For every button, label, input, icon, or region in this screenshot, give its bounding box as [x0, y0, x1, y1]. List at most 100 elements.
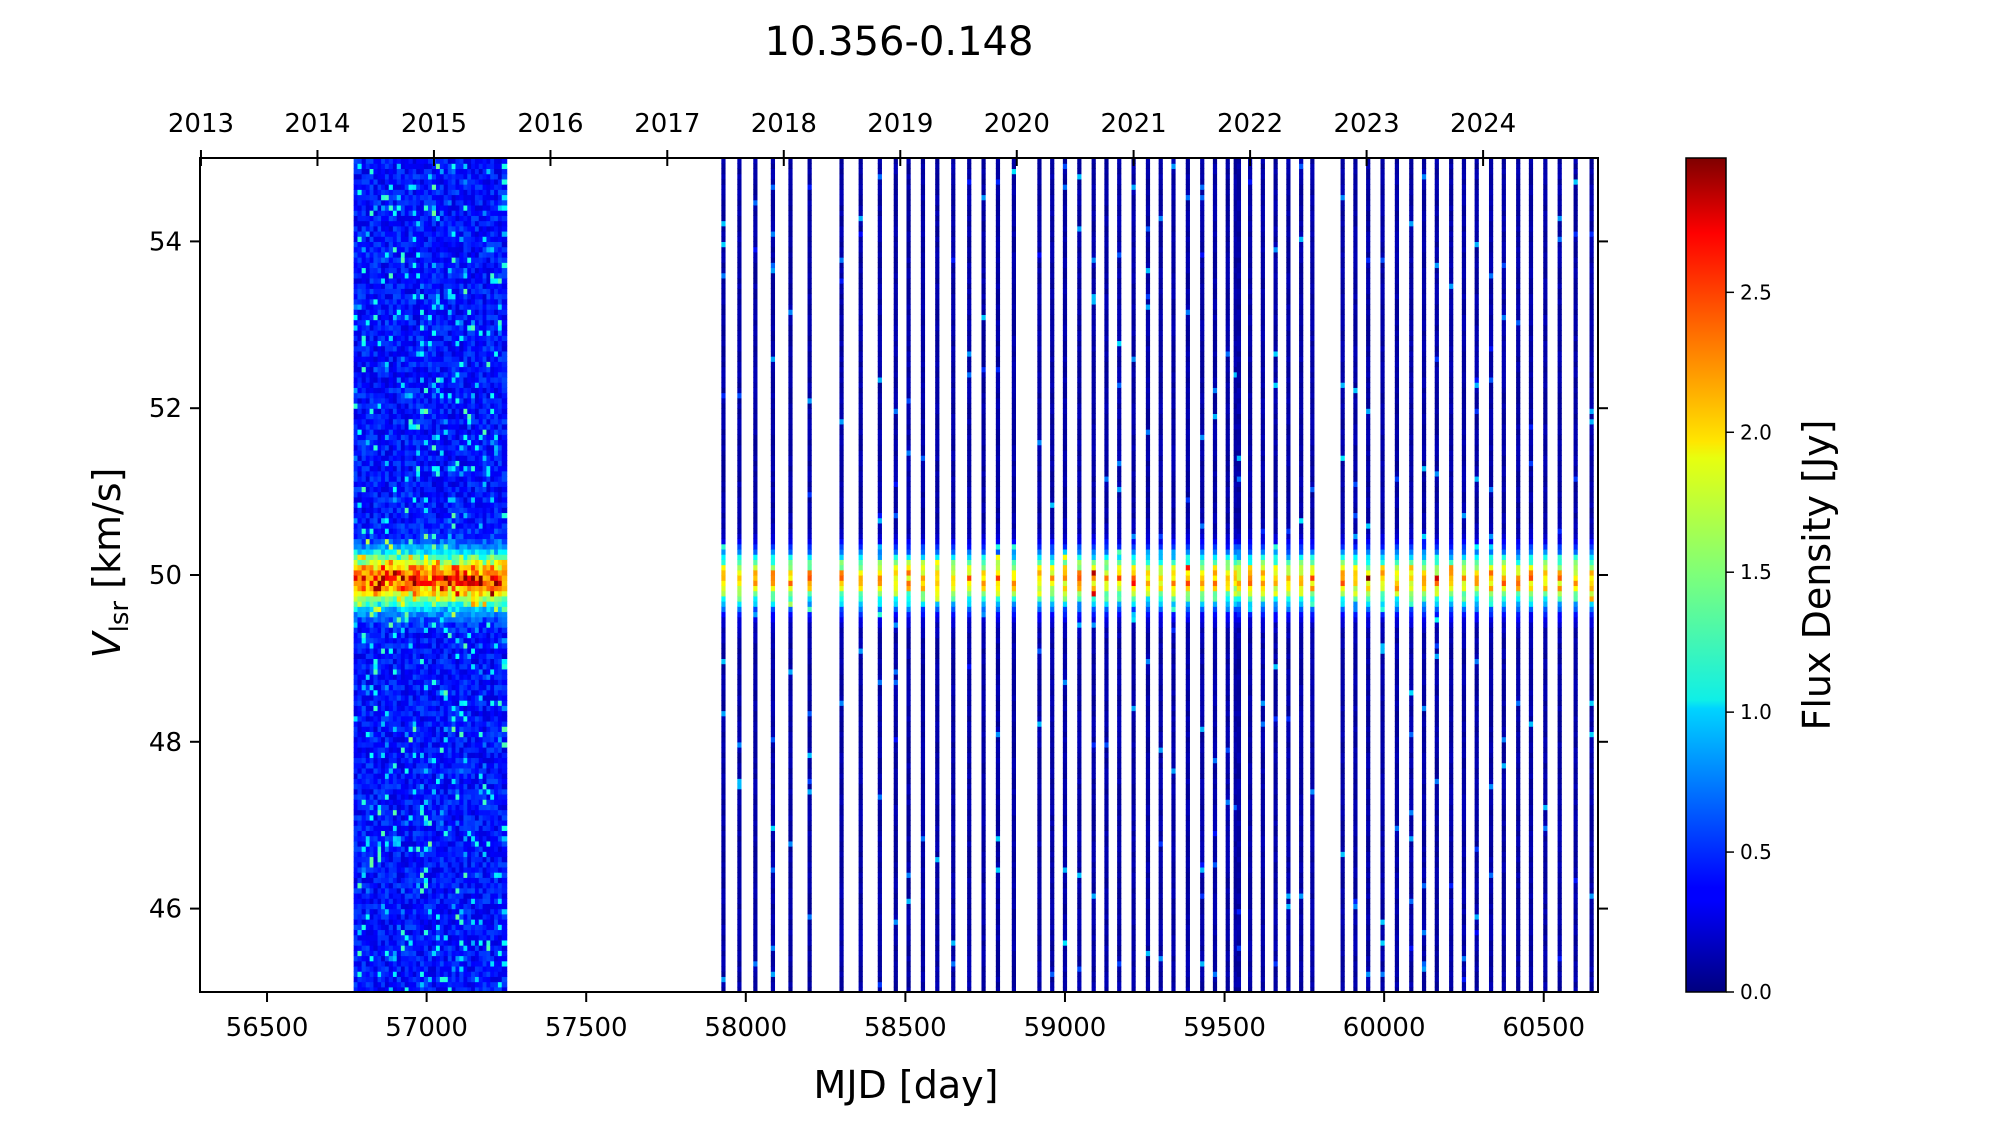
heatmap-cell: [357, 700, 363, 706]
heatmap-cell: [365, 402, 372, 409]
heatmap-cell: [384, 387, 391, 394]
heatmap-cell: [365, 694, 372, 701]
heatmap-cell: [361, 955, 368, 962]
heatmap-cell: [373, 382, 379, 388]
heatmap-cell: [381, 387, 387, 394]
heatmap-cell: [384, 637, 391, 644]
heatmap-cell: [361, 585, 368, 592]
heatmap-cell: [357, 444, 363, 451]
heatmap-cell: [369, 564, 376, 571]
heatmap-cell: [369, 872, 376, 878]
heatmap-cell: [373, 330, 379, 336]
heatmap-cell: [361, 668, 368, 675]
heatmap-cell: [365, 194, 372, 201]
heatmap-cell: [369, 960, 376, 967]
heatmap-cell: [365, 246, 372, 253]
heatmap-cell: [357, 517, 363, 524]
heatmap-cell: [377, 455, 384, 461]
heatmap-cell: [353, 814, 360, 821]
heatmap-cell: [365, 449, 372, 456]
heatmap-cell: [384, 773, 391, 779]
heatmap-cell: [381, 559, 387, 566]
heatmap-cell: [353, 335, 360, 342]
heatmap-cell: [357, 668, 363, 675]
heatmap-cell: [361, 528, 368, 534]
heatmap-cell: [377, 288, 384, 295]
heatmap-cell: [353, 158, 360, 164]
heatmap-cell: [373, 543, 379, 550]
heatmap-cell: [377, 856, 384, 863]
heatmap-cell: [384, 470, 391, 477]
heatmap-cell: [388, 189, 395, 196]
heatmap-cell: [388, 173, 395, 180]
heatmap-cell: [377, 976, 384, 983]
heatmap-cell: [388, 319, 395, 326]
heatmap-cell: [353, 642, 360, 649]
heatmap-cell: [353, 788, 360, 795]
heatmap-cell: [353, 736, 360, 743]
heatmap-cell: [369, 361, 376, 368]
heatmap-cell: [361, 204, 368, 211]
heatmap-cell: [365, 919, 372, 925]
heatmap-cell: [384, 173, 391, 180]
heatmap-cell: [373, 215, 379, 222]
heatmap-cell: [381, 601, 387, 607]
heatmap-cell: [361, 674, 368, 680]
heatmap-cell: [357, 314, 363, 321]
heatmap-cell: [369, 694, 376, 701]
heatmap-cell: [369, 913, 376, 920]
heatmap-cell: [384, 892, 391, 899]
heatmap-cell: [373, 356, 379, 362]
heatmap-cell: [381, 455, 387, 461]
heatmap-cell: [357, 267, 363, 274]
heatmap-cell: [357, 408, 363, 415]
heatmap-cell: [381, 517, 387, 524]
heatmap-cell: [357, 877, 363, 884]
heatmap-cell: [373, 830, 379, 837]
heatmap-cell: [373, 950, 379, 957]
heatmap-cell: [384, 757, 391, 764]
heatmap-cell: [357, 632, 363, 639]
heatmap-cell: [369, 986, 376, 992]
heatmap-cell: [373, 747, 379, 753]
heatmap-cell: [377, 225, 384, 232]
heatmap-cell: [365, 277, 372, 284]
heatmap-cell: [357, 350, 363, 357]
heatmap-cell: [369, 882, 376, 889]
heatmap-cell: [365, 554, 372, 560]
heatmap-cell: [384, 548, 391, 555]
heatmap-cell: [365, 971, 372, 977]
heatmap-cell: [381, 903, 387, 910]
heatmap-cell: [373, 376, 379, 383]
heatmap-cell: [365, 976, 372, 983]
heatmap-cell: [384, 293, 391, 300]
heatmap-cell: [373, 814, 379, 821]
heatmap-cell: [361, 350, 368, 357]
heatmap-cell: [377, 528, 384, 534]
heatmap-cell: [353, 267, 360, 274]
heatmap-cell: [377, 861, 384, 868]
heatmap-cell: [353, 590, 360, 597]
heatmap-cell: [357, 783, 363, 790]
heatmap-cell: [388, 575, 395, 581]
heatmap-cell: [381, 522, 387, 529]
heatmap-cell: [377, 835, 384, 842]
heatmap-cell: [377, 621, 384, 628]
heatmap-cell: [384, 840, 391, 847]
heatmap-cell: [369, 288, 376, 295]
heatmap-cell: [381, 460, 387, 467]
heatmap-cell: [377, 919, 384, 925]
heatmap-cell: [373, 257, 379, 263]
heatmap-cell: [369, 585, 376, 592]
heatmap-cell: [365, 611, 372, 618]
heatmap-cell: [369, 230, 376, 237]
heatmap-cell: [353, 512, 360, 519]
heatmap-cell: [353, 533, 360, 540]
heatmap-cell: [381, 533, 387, 540]
heatmap-cell: [384, 809, 391, 816]
heatmap-cell: [357, 538, 363, 545]
heatmap-cell: [357, 548, 363, 555]
heatmap-cell: [357, 825, 363, 832]
heatmap-cell: [384, 251, 391, 258]
heatmap-cell: [369, 423, 376, 430]
